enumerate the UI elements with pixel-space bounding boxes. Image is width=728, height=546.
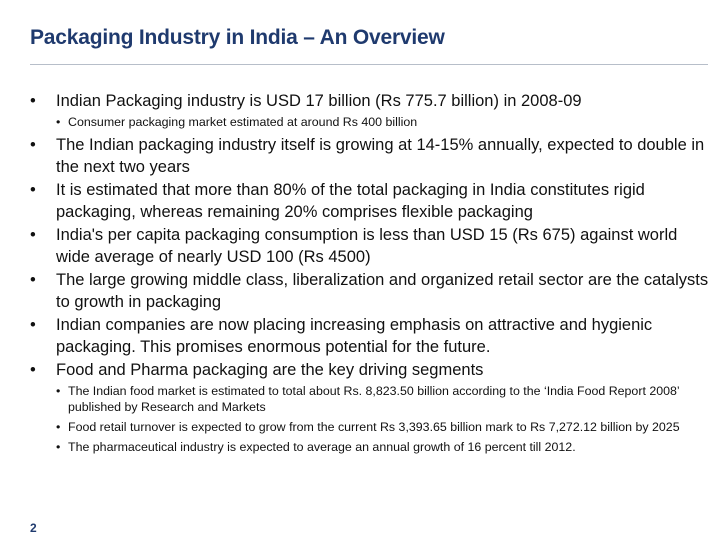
bullet-list: • Indian Packaging industry is USD 17 bi… bbox=[30, 90, 710, 459]
bullet-dot-icon: • bbox=[30, 136, 36, 154]
bullet-dot-icon: • bbox=[30, 361, 36, 379]
bullet-item: • Indian Packaging industry is USD 17 bi… bbox=[30, 90, 710, 112]
sub-bullet-item: • Food retail turnover is expected to gr… bbox=[30, 419, 710, 435]
sub-bullet-dot-icon: • bbox=[56, 420, 61, 434]
slide-title: Packaging Industry in India – An Overvie… bbox=[30, 26, 445, 49]
bullet-item: • Food and Pharma packaging are the key … bbox=[30, 359, 710, 381]
bullet-dot-icon: • bbox=[30, 271, 36, 289]
bullet-text: It is estimated that more than 80% of th… bbox=[56, 181, 645, 221]
sub-bullet-text: Consumer packaging market estimated at a… bbox=[68, 115, 418, 129]
bullet-text: Indian Packaging industry is USD 17 bill… bbox=[56, 92, 582, 110]
bullet-item: • India's per capita packaging consumpti… bbox=[30, 224, 710, 268]
bullet-item: • It is estimated that more than 80% of … bbox=[30, 179, 710, 223]
bullet-dot-icon: • bbox=[30, 181, 36, 199]
bullet-text: India's per capita packaging consumption… bbox=[56, 226, 678, 266]
sub-bullet-dot-icon: • bbox=[56, 115, 61, 129]
bullet-item: • Indian companies are now placing incre… bbox=[30, 314, 710, 358]
bullet-text: The large growing middle class, liberali… bbox=[56, 271, 709, 311]
sub-bullet-item: • Consumer packaging market estimated at… bbox=[30, 114, 710, 130]
bullet-text: Indian companies are now placing increas… bbox=[56, 316, 653, 356]
bullet-text: Food and Pharma packaging are the key dr… bbox=[56, 361, 484, 379]
sub-bullet-text: The Indian food market is estimated to t… bbox=[68, 384, 680, 414]
title-divider bbox=[30, 64, 708, 65]
bullet-dot-icon: • bbox=[30, 316, 36, 334]
sub-bullet-text: The pharmaceutical industry is expected … bbox=[68, 440, 576, 454]
page-number: 2 bbox=[30, 521, 37, 535]
bullet-dot-icon: • bbox=[30, 226, 36, 244]
sub-bullet-item: • The pharmaceutical industry is expecte… bbox=[30, 439, 710, 455]
sub-bullet-item: • The Indian food market is estimated to… bbox=[30, 383, 710, 415]
sub-bullet-text: Food retail turnover is expected to grow… bbox=[68, 420, 680, 434]
bullet-item: • The large growing middle class, libera… bbox=[30, 269, 710, 313]
sub-bullet-dot-icon: • bbox=[56, 440, 61, 454]
bullet-dot-icon: • bbox=[30, 92, 36, 110]
bullet-text: The Indian packaging industry itself is … bbox=[56, 136, 705, 176]
sub-bullet-dot-icon: • bbox=[56, 384, 61, 398]
bullet-item: • The Indian packaging industry itself i… bbox=[30, 134, 710, 178]
